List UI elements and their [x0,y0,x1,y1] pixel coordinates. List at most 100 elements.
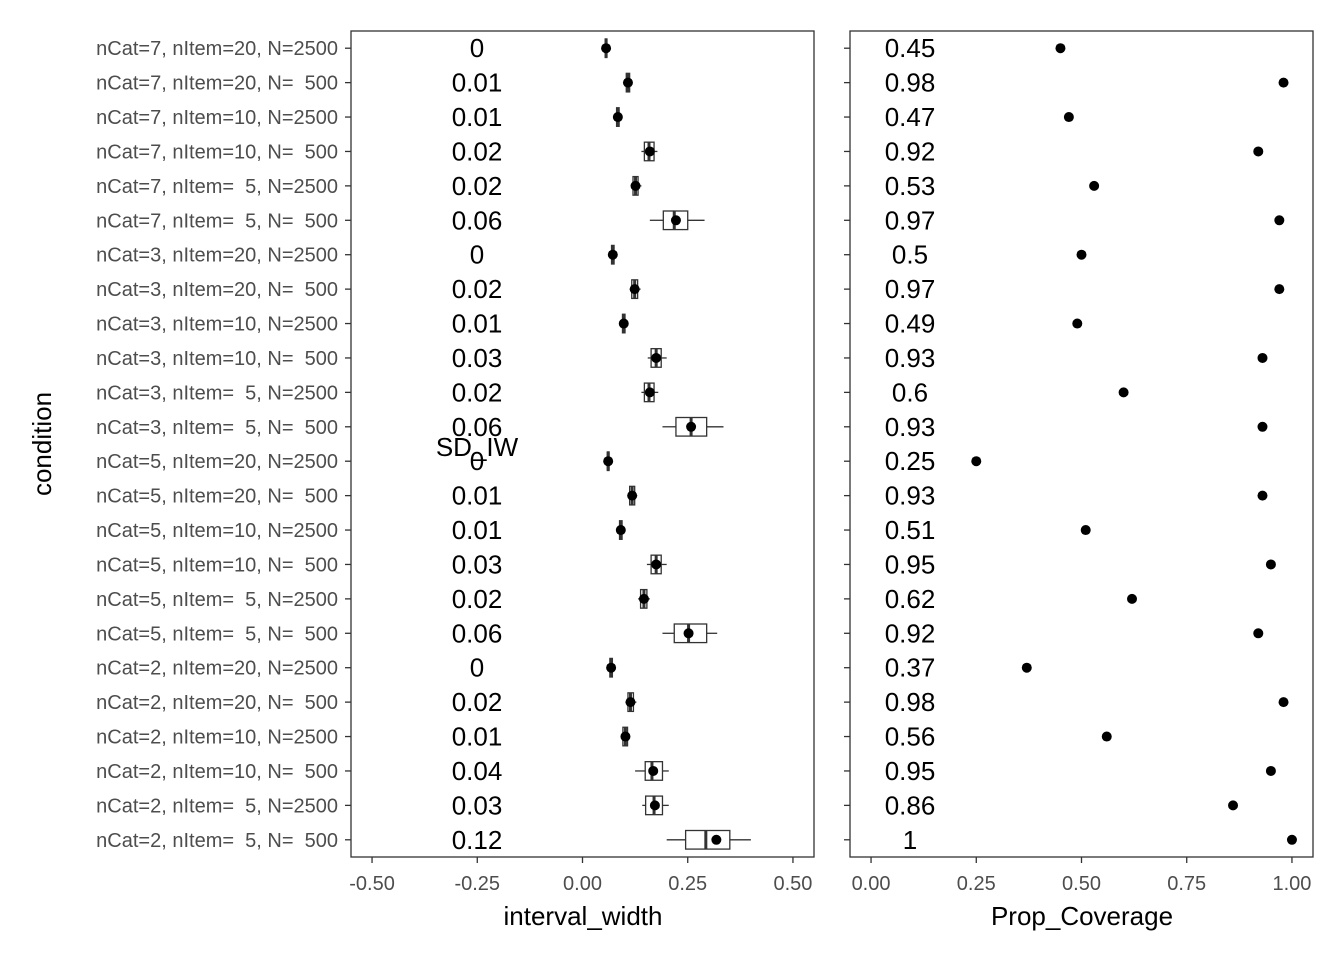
sd-value-label: 0.01 [452,515,503,545]
mean-point [622,77,633,88]
interval-width-panel: 0 0.01 0.01 0.02 0.02 0.06 0 0.02 0.01 0.03 0.02 0.… [27,30,815,931]
mean-point [601,43,612,54]
x-tick-label: 0.00 [563,873,602,895]
left-x-ticks: -0.50 -0.25 0.00 0.25 0.50 [349,857,812,895]
x-tick-label: 0.50 [1062,873,1101,895]
x-tick-label: 0.00 [852,873,891,895]
sd-value-label: 0.02 [452,377,503,407]
sd-value-label: 0.03 [452,343,503,373]
iqr-box [684,829,731,850]
coverage-value-label: 1 [903,825,917,855]
coverage-value-label: 0.93 [885,412,936,442]
sd-value-label: 0.01 [452,481,503,511]
mean-point [651,352,662,363]
x-tick-label: -0.50 [349,873,395,895]
coverage-point [1278,697,1289,708]
coverage-point [1253,146,1264,157]
condition-label: nCat=5, nItem=10, N= 500 [96,554,338,576]
coverage-point [1076,249,1087,260]
mean-point [711,834,722,845]
condition-label: nCat=7, nItem= 5, N=2500 [96,176,338,198]
condition-label: nCat=2, nItem=20, N=2500 [96,658,338,680]
sd-value-label: 0.06 [452,618,503,648]
coverage-point [1265,765,1276,776]
mean-point [627,490,638,501]
mean-point [629,284,640,295]
coverage-point [1257,490,1268,501]
coverage-value-label: 0.92 [885,136,936,166]
coverage-value-label: 0.62 [885,584,936,614]
sd-iw-annotation: SD_IW [436,432,519,462]
coverage-point [1228,800,1239,811]
condition-label: nCat=2, nItem=10, N=2500 [96,727,338,749]
mean-point [644,146,655,157]
condition-label: nCat=2, nItem= 5, N= 500 [96,830,338,852]
condition-label: nCat=3, nItem= 5, N= 500 [96,417,338,439]
condition-label: nCat=2, nItem= 5, N=2500 [96,795,338,817]
sd-value-label: 0.03 [452,549,503,579]
condition-label: nCat=7, nItem=20, N= 500 [96,73,338,95]
coverage-point [1274,284,1285,295]
x-tick-label: 1.00 [1272,873,1311,895]
condition-label: nCat=5, nItem= 5, N= 500 [96,623,338,645]
coverage-value-label: 0.97 [885,274,936,304]
sd-value-label: 0.02 [452,584,503,614]
coverage-value-label: 0.93 [885,481,936,511]
mean-point [607,249,618,260]
coverage-value-label: 0.86 [885,790,936,820]
condition-label: nCat=3, nItem=20, N= 500 [96,279,338,301]
coverage-point [1101,731,1112,742]
sd-value-label: 0 [470,446,484,476]
mean-point [618,318,629,329]
sd-value-label: 0 [470,240,484,270]
coverage-point [1265,559,1276,570]
coverage-point [1055,43,1066,54]
sd-value-label: 0 [470,653,484,683]
coverage-value-label: 0.97 [885,205,936,235]
sd-value-label: 0.01 [452,68,503,98]
coverage-value-label: 0.51 [885,515,936,545]
sd-value-label: 0.06 [452,205,503,235]
mean-point [625,697,636,708]
coverage-value-label: 0.56 [885,722,936,752]
x-tick-label: -0.25 [454,873,500,895]
coverage-point [1286,834,1297,845]
condition-label: nCat=3, nItem= 5, N=2500 [96,382,338,404]
condition-label: nCat=3, nItem=20, N=2500 [96,245,338,267]
condition-label: nCat=2, nItem=20, N= 500 [96,692,338,714]
right-x-ticks: 0.00 0.25 0.50 0.75 1.00 [852,857,1311,895]
sd-value-label: 0.03 [452,790,503,820]
sd-value-label: 0.06 [452,412,503,442]
sd-value-label: 0.02 [452,274,503,304]
mean-point [615,525,626,536]
x-tick-label: 0.25 [668,873,707,895]
coverage-point [1257,352,1268,363]
coverage-point [1257,421,1268,432]
coverage-value-label: 0.47 [885,102,936,132]
coverage-point [1089,180,1100,191]
coverage-value-label: 0.95 [885,549,936,579]
sd-value-label: 0.02 [452,687,503,717]
coverage-value-label: 0.95 [885,756,936,786]
mean-point [644,387,655,398]
coverage-point [1127,593,1138,604]
sd-value-label: 0 [470,33,484,63]
mean-point [612,112,623,123]
condition-label: nCat=3, nItem=10, N= 500 [96,348,338,370]
left-x-axis-title: interval_width [504,901,663,931]
coverage-point [971,456,982,467]
mean-point [603,456,614,467]
coverage-value-label: 0.98 [885,68,936,98]
coverage-point [1021,662,1032,673]
sd-value-label: 0.01 [452,722,503,752]
condition-label: nCat=5, nItem=20, N= 500 [96,486,338,508]
mean-point [638,593,649,604]
mean-point [651,559,662,570]
condition-label: nCat=7, nItem= 5, N= 500 [96,210,338,232]
coverage-value-label: 0.6 [892,377,928,407]
coverage-points: 0.45 0.98 0.47 0.92 0.53 0.97 0.5 0.97 0.49 0.93 0… [844,33,1297,855]
coverage-value-label: 0.92 [885,618,936,648]
condition-label: nCat=2, nItem=10, N= 500 [96,761,338,783]
